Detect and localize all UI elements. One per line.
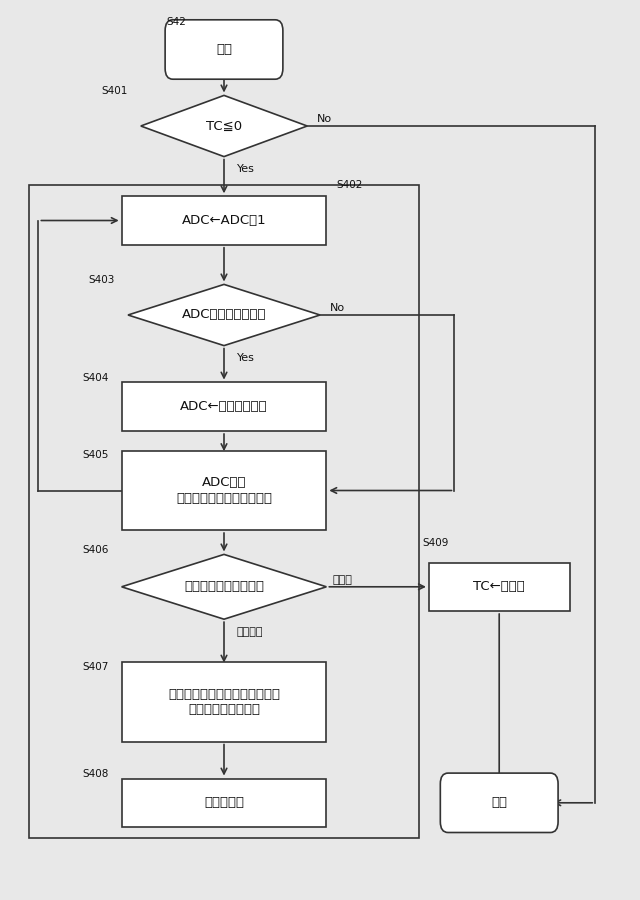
FancyBboxPatch shape bbox=[440, 773, 558, 833]
Text: コマンド: コマンド bbox=[237, 626, 263, 637]
Polygon shape bbox=[122, 554, 326, 619]
Text: S406: S406 bbox=[83, 544, 109, 555]
Text: S404: S404 bbox=[83, 373, 109, 383]
Text: No: No bbox=[330, 302, 345, 313]
Bar bbox=[122, 196, 326, 245]
Text: No: No bbox=[317, 113, 332, 124]
Bar bbox=[29, 185, 419, 838]
Text: S402: S402 bbox=[336, 180, 362, 191]
Text: タイム: タイム bbox=[333, 574, 353, 585]
Text: ADC←ADC＋1: ADC←ADC＋1 bbox=[182, 214, 266, 227]
Text: S403: S403 bbox=[89, 274, 115, 285]
Bar bbox=[122, 382, 326, 431]
Text: S401: S401 bbox=[102, 86, 128, 96]
Bar bbox=[429, 562, 570, 611]
Text: S407: S407 bbox=[83, 662, 109, 672]
FancyBboxPatch shape bbox=[165, 20, 283, 79]
Text: 音源に送付: 音源に送付 bbox=[204, 796, 244, 809]
Text: コード種別、ルートに基づき、
コマンドの音高変換: コード種別、ルートに基づき、 コマンドの音高変換 bbox=[168, 688, 280, 716]
Text: TC←タイム: TC←タイム bbox=[474, 580, 525, 593]
Bar bbox=[122, 778, 326, 827]
Text: S408: S408 bbox=[83, 769, 109, 779]
Text: 読み出されたデータ？: 読み出されたデータ？ bbox=[184, 580, 264, 593]
Text: 終了: 終了 bbox=[492, 796, 508, 809]
Polygon shape bbox=[141, 95, 307, 157]
Text: S409: S409 bbox=[422, 537, 449, 548]
Text: S42: S42 bbox=[166, 16, 186, 27]
Text: ADC＝最終アドレス: ADC＝最終アドレス bbox=[182, 309, 266, 321]
Text: ADCから
コードパターンの読み出し: ADCから コードパターンの読み出し bbox=[176, 476, 272, 505]
Polygon shape bbox=[128, 284, 320, 346]
Text: Yes: Yes bbox=[237, 353, 255, 364]
Bar bbox=[122, 662, 326, 742]
Bar bbox=[122, 451, 326, 530]
Text: S405: S405 bbox=[83, 450, 109, 461]
Text: Yes: Yes bbox=[237, 164, 255, 175]
Text: TC≦0: TC≦0 bbox=[206, 120, 242, 132]
Text: ADC←開始アドレス: ADC←開始アドレス bbox=[180, 400, 268, 413]
Text: 開始: 開始 bbox=[216, 43, 232, 56]
